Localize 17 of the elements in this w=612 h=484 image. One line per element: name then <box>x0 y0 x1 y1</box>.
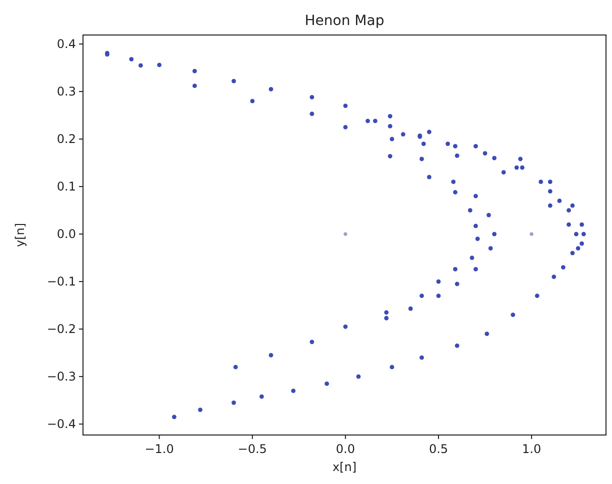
y-tick-label: −0.4 <box>46 417 76 432</box>
x-axis-title: x[n] <box>332 460 357 474</box>
y-tick-label: −0.2 <box>46 322 76 336</box>
x-tick-label: 1.0 <box>522 442 542 456</box>
x-tick-label: −1.0 <box>144 442 174 456</box>
y-tick-label: 0.4 <box>56 37 76 52</box>
y-tick-label: 0.1 <box>56 180 76 194</box>
y-tick-label: 0.3 <box>56 84 76 99</box>
chart-title: Henon Map <box>304 13 384 29</box>
y-tick-label: −0.1 <box>46 274 76 289</box>
x-tick-label: 0.0 <box>336 442 355 456</box>
y-tick-label: −0.3 <box>46 370 76 384</box>
y-tick-label: 0.2 <box>56 132 76 146</box>
x-tick-label: 0.5 <box>428 442 448 456</box>
y-tick-label: 0.0 <box>56 227 76 242</box>
x-tick-label: −0.5 <box>238 442 267 456</box>
y-axis-title: y[n] <box>13 222 27 248</box>
